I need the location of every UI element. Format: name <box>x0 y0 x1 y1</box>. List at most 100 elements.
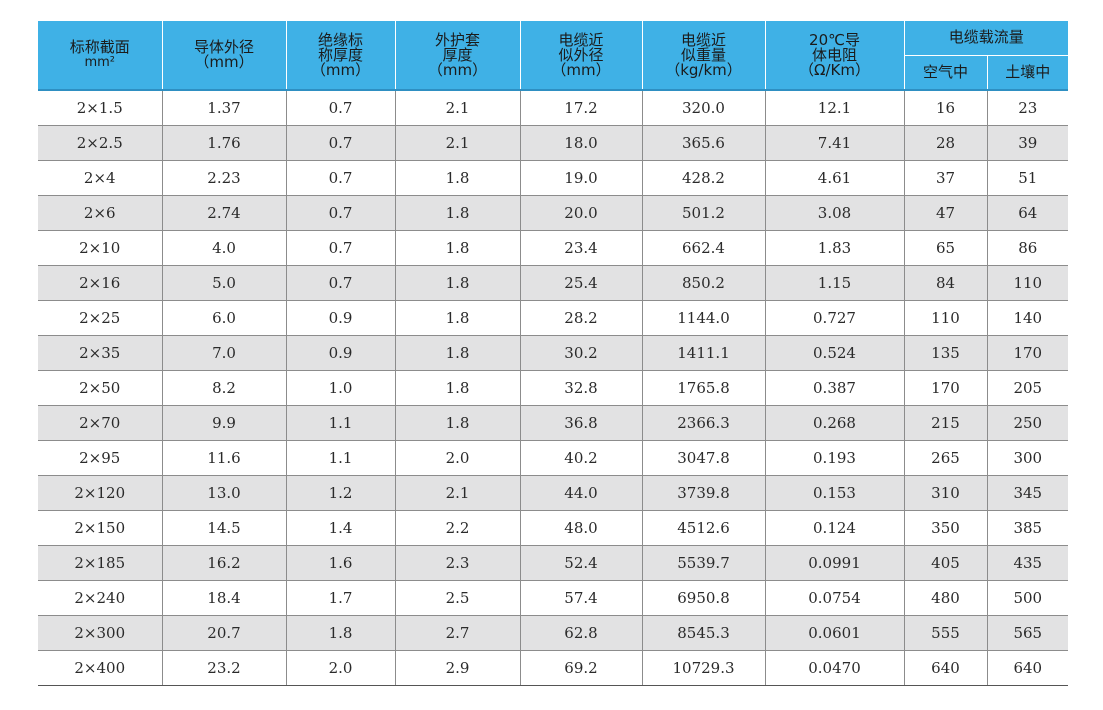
cell-insulation-thickness: 0.7 <box>285 90 395 126</box>
cell-conductor-resistance: 0.0991 <box>764 545 904 581</box>
cell-current-in-soil: 39 <box>986 125 1069 161</box>
cell-current-in-soil: 140 <box>986 300 1069 336</box>
cell-sheath-thickness: 2.2 <box>394 510 520 546</box>
cell-cable-diameter: 62.8 <box>519 615 642 651</box>
cell-current-in-air: 110 <box>903 300 987 336</box>
cell-conductor-resistance: 4.61 <box>764 160 904 196</box>
cell-cable-diameter: 40.2 <box>519 440 642 476</box>
table-row: 2×300 20.7 1.8 2.7 62.8 8545.3 0.0601 555 565 <box>38 615 1069 651</box>
cell-current-in-soil: 565 <box>986 615 1069 651</box>
cell-conductor-diameter: 23.2 <box>161 650 286 686</box>
cell-cable-weight: 6950.8 <box>641 580 765 616</box>
cell-insulation-thickness: 1.2 <box>285 475 395 511</box>
cell-conductor-diameter: 20.7 <box>161 615 286 651</box>
cell-conductor-resistance: 0.0470 <box>764 650 904 686</box>
cell-current-in-soil: 110 <box>986 265 1069 301</box>
cell-nominal-section: 2×50 <box>38 370 162 406</box>
header-in-soil: 土壤中 <box>986 55 1069 91</box>
cell-nominal-section: 2×400 <box>38 650 162 686</box>
cell-conductor-diameter: 16.2 <box>161 545 286 581</box>
cell-insulation-thickness: 0.9 <box>285 300 395 336</box>
cell-cable-weight: 3047.8 <box>641 440 765 476</box>
cell-insulation-thickness: 1.7 <box>285 580 395 616</box>
cell-cable-weight: 2366.3 <box>641 405 765 441</box>
cell-current-in-air: 37 <box>903 160 987 196</box>
cell-current-in-air: 28 <box>903 125 987 161</box>
header-sheath-thickness: 外护套 厚度 （mm） <box>394 21 520 91</box>
cell-insulation-thickness: 0.7 <box>285 195 395 231</box>
cell-cable-weight: 320.0 <box>641 90 765 126</box>
cell-cable-diameter: 17.2 <box>519 90 642 126</box>
cell-sheath-thickness: 2.5 <box>394 580 520 616</box>
header-cable-weight: 电缆近 似重量 （kg/km） <box>641 21 765 91</box>
cell-nominal-section: 2×120 <box>38 475 162 511</box>
header-current-capacity: 电缆载流量 <box>903 21 1069 56</box>
table-row: 2×150 14.5 1.4 2.2 48.0 4512.6 0.124 350 385 <box>38 510 1069 546</box>
cell-conductor-diameter: 13.0 <box>161 475 286 511</box>
table-row: 2×240 18.4 1.7 2.5 57.4 6950.8 0.0754 480 500 <box>38 580 1069 616</box>
cell-cable-diameter: 30.2 <box>519 335 642 371</box>
cell-cable-weight: 5539.7 <box>641 545 765 581</box>
cell-current-in-air: 405 <box>903 545 987 581</box>
table-row: 2×70 9.9 1.1 1.8 36.8 2366.3 0.268 215 250 <box>38 405 1069 441</box>
cell-sheath-thickness: 1.8 <box>394 230 520 266</box>
cell-cable-weight: 428.2 <box>641 160 765 196</box>
cell-nominal-section: 2×1.5 <box>38 90 162 126</box>
cell-current-in-soil: 500 <box>986 580 1069 616</box>
cell-current-in-soil: 170 <box>986 335 1069 371</box>
cell-conductor-resistance: 0.268 <box>764 405 904 441</box>
cell-insulation-thickness: 0.7 <box>285 160 395 196</box>
cell-current-in-soil: 51 <box>986 160 1069 196</box>
cell-cable-diameter: 57.4 <box>519 580 642 616</box>
cell-conductor-resistance: 0.193 <box>764 440 904 476</box>
cell-conductor-resistance: 0.0601 <box>764 615 904 651</box>
cell-cable-diameter: 48.0 <box>519 510 642 546</box>
cell-insulation-thickness: 0.7 <box>285 125 395 161</box>
cell-insulation-thickness: 1.8 <box>285 615 395 651</box>
table-row: 2×50 8.2 1.0 1.8 32.8 1765.8 0.387 170 205 <box>38 370 1069 406</box>
cell-conductor-resistance: 1.15 <box>764 265 904 301</box>
table-row: 2×120 13.0 1.2 2.1 44.0 3739.8 0.153 310 345 <box>38 475 1069 511</box>
cell-sheath-thickness: 2.1 <box>394 125 520 161</box>
cell-cable-diameter: 25.4 <box>519 265 642 301</box>
cell-nominal-section: 2×95 <box>38 440 162 476</box>
cell-conductor-diameter: 9.9 <box>161 405 286 441</box>
cell-sheath-thickness: 2.0 <box>394 440 520 476</box>
cell-conductor-resistance: 0.0754 <box>764 580 904 616</box>
cell-conductor-resistance: 12.1 <box>764 90 904 126</box>
cell-cable-weight: 1411.1 <box>641 335 765 371</box>
cell-conductor-resistance: 0.124 <box>764 510 904 546</box>
cell-sheath-thickness: 2.1 <box>394 90 520 126</box>
cell-current-in-air: 350 <box>903 510 987 546</box>
cell-conductor-resistance: 3.08 <box>764 195 904 231</box>
cell-current-in-air: 265 <box>903 440 987 476</box>
table-body: 2×1.5 1.37 0.7 2.1 17.2 320.0 12.1 16 23 2×2.5 1.7… <box>38 90 1069 686</box>
cell-conductor-diameter: 11.6 <box>161 440 286 476</box>
cell-nominal-section: 2×4 <box>38 160 162 196</box>
header-conductor-resistance: 20℃导 体电阻 （Ω/Km） <box>764 21 904 91</box>
table-row: 2×185 16.2 1.6 2.3 52.4 5539.7 0.0991 405 435 <box>38 545 1069 581</box>
cell-current-in-soil: 64 <box>986 195 1069 231</box>
cell-current-in-air: 640 <box>903 650 987 686</box>
cell-insulation-thickness: 1.4 <box>285 510 395 546</box>
table-row: 2×35 7.0 0.9 1.8 30.2 1411.1 0.524 135 170 <box>38 335 1069 371</box>
cell-nominal-section: 2×185 <box>38 545 162 581</box>
cell-cable-diameter: 32.8 <box>519 370 642 406</box>
cell-cable-weight: 662.4 <box>641 230 765 266</box>
cell-conductor-diameter: 2.23 <box>161 160 286 196</box>
cell-cable-weight: 501.2 <box>641 195 765 231</box>
cell-current-in-soil: 250 <box>986 405 1069 441</box>
cell-current-in-soil: 300 <box>986 440 1069 476</box>
cell-insulation-thickness: 2.0 <box>285 650 395 686</box>
cell-sheath-thickness: 2.1 <box>394 475 520 511</box>
cell-cable-diameter: 69.2 <box>519 650 642 686</box>
cell-cable-diameter: 23.4 <box>519 230 642 266</box>
cell-conductor-diameter: 18.4 <box>161 580 286 616</box>
cell-sheath-thickness: 2.7 <box>394 615 520 651</box>
cell-cable-diameter: 18.0 <box>519 125 642 161</box>
cell-conductor-resistance: 0.387 <box>764 370 904 406</box>
cell-conductor-diameter: 5.0 <box>161 265 286 301</box>
cell-cable-diameter: 36.8 <box>519 405 642 441</box>
table-header: 标称截面 mm² 导体外径 （mm） 绝缘标 称厚度 （mm） 外护套 厚度 （… <box>38 21 1069 91</box>
